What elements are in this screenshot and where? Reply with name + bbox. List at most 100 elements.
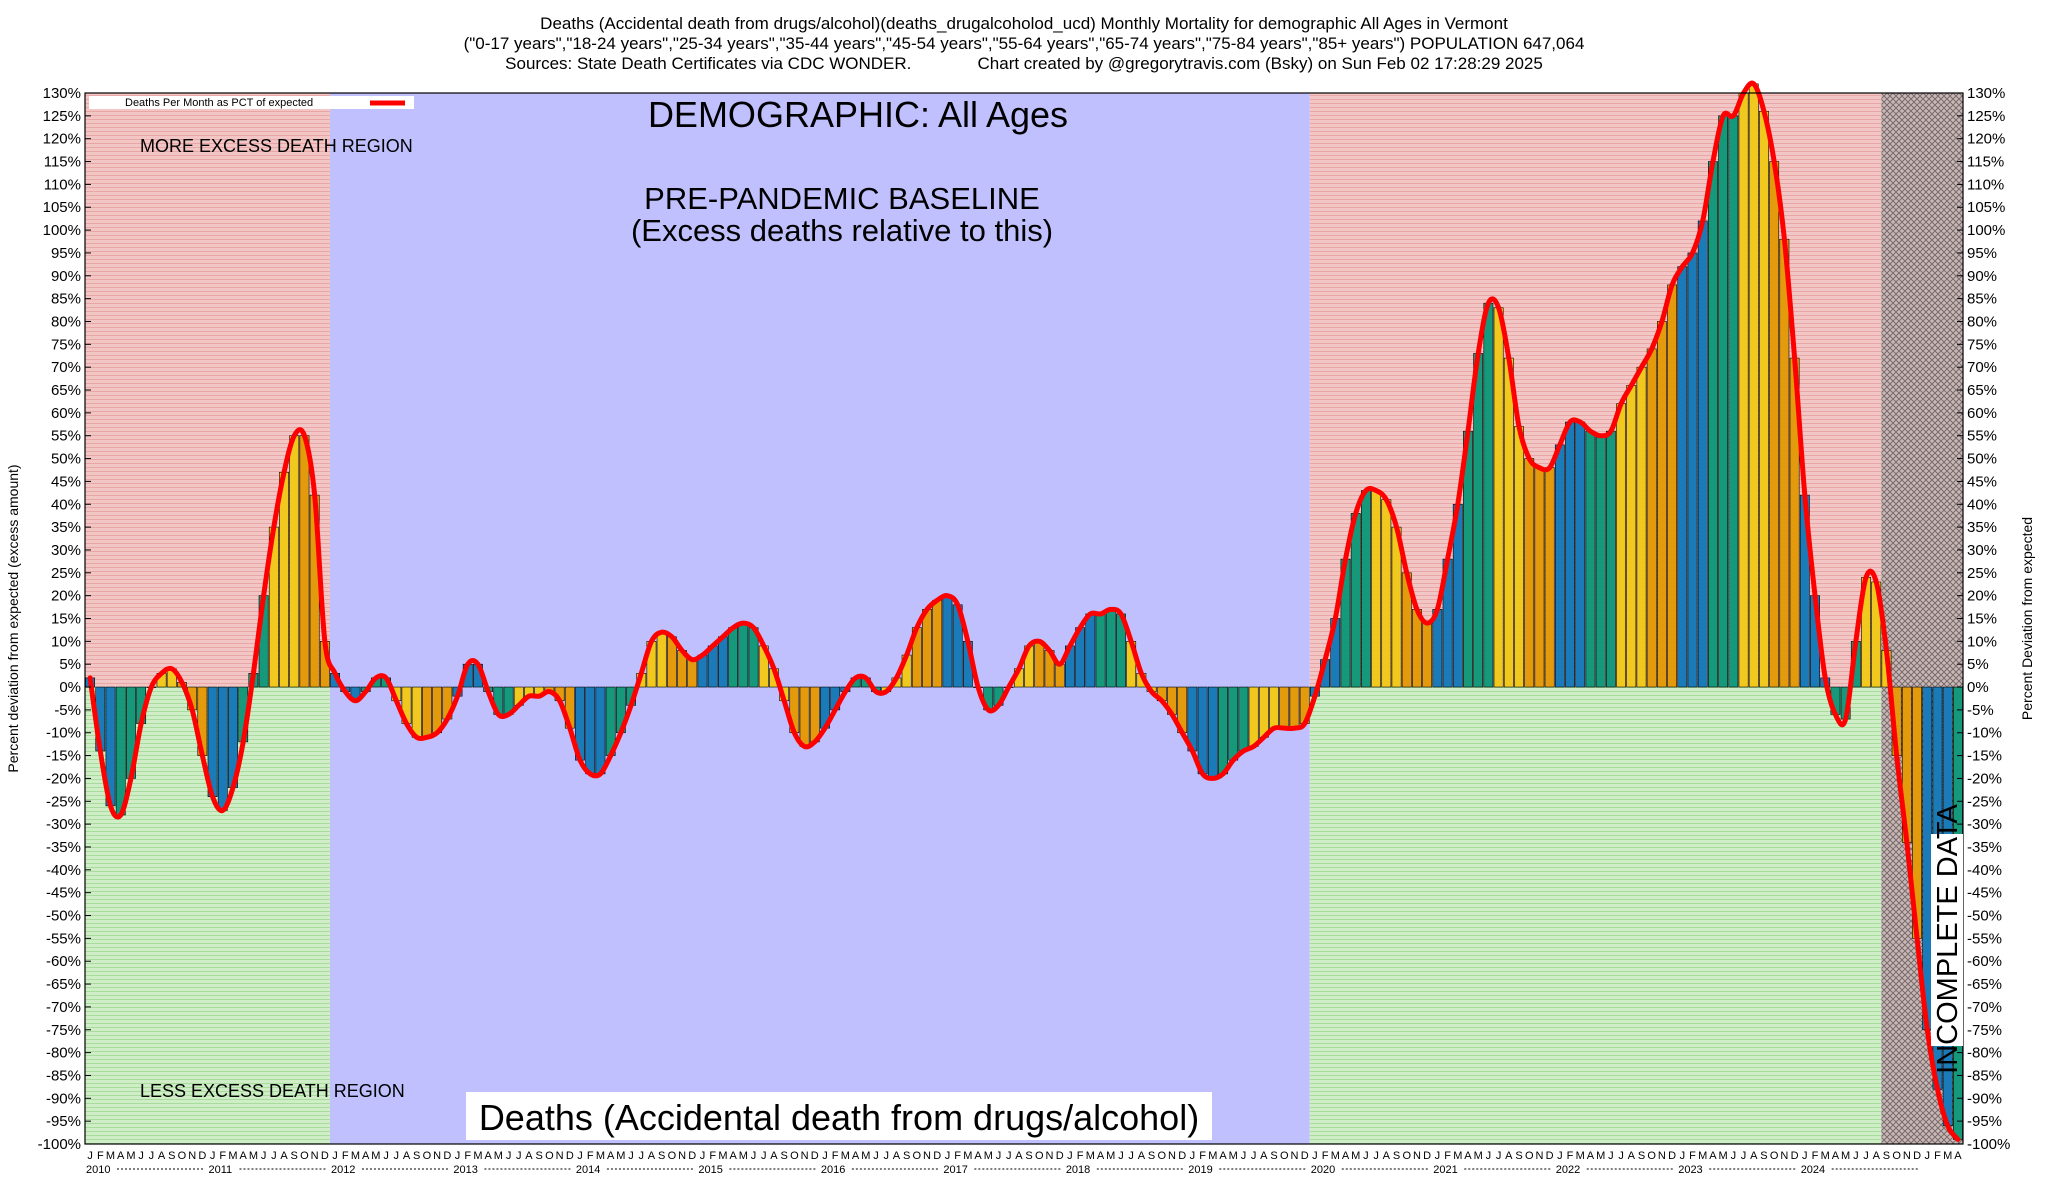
bar — [1514, 426, 1524, 688]
x-tick-label-month: F — [464, 1150, 471, 1162]
x-tick-label-month: N — [1903, 1150, 1911, 1162]
y-tick-label-left: -30% — [46, 816, 81, 833]
y-tick-label-right: -55% — [1967, 930, 2002, 947]
bar — [1544, 467, 1555, 688]
bar — [1657, 321, 1667, 688]
bar — [942, 595, 953, 688]
x-tick-label-month: D — [1056, 1150, 1064, 1162]
x-tick-label-month: N — [1658, 1150, 1666, 1162]
x-tick-label-month: F — [342, 1150, 349, 1162]
y-tick-label-right: 60% — [1967, 405, 1997, 422]
x-tick-label-month: J — [1863, 1150, 1869, 1162]
x-tick-label-month: J — [1006, 1150, 1012, 1162]
bar — [1034, 641, 1045, 688]
bar — [1371, 490, 1382, 688]
bar — [1534, 467, 1545, 688]
x-tick-label-month: S — [1515, 1150, 1522, 1162]
bar — [1207, 686, 1218, 779]
bar — [1575, 421, 1586, 688]
y-tick-label-left: 45% — [51, 473, 81, 490]
x-tick-label-month: A — [1138, 1150, 1146, 1162]
chart-title-line-2: ("0-17 years","18-24 years","25-34 years… — [463, 34, 1585, 53]
x-tick-label-month: A — [648, 1150, 656, 1162]
x-tick-label-year: 2018 — [1066, 1164, 1090, 1176]
bar — [1258, 686, 1269, 738]
bar — [1105, 609, 1116, 688]
bar — [1218, 686, 1228, 775]
y-tick-label-left: 105% — [43, 199, 81, 216]
x-tick-label-month: M — [1841, 1150, 1850, 1162]
x-tick-label-month: J — [1435, 1150, 1441, 1162]
x-tick-label-month: J — [1128, 1150, 1134, 1162]
bar — [1922, 686, 1933, 1031]
x-tick-label-month: A — [852, 1150, 860, 1162]
x-tick-label-month: A — [1750, 1150, 1758, 1162]
bar — [1636, 366, 1647, 688]
x-tick-label-month: S — [1393, 1150, 1400, 1162]
y-tick-label-right: 120% — [1967, 131, 2005, 148]
y-tick-label-right: 40% — [1967, 496, 1997, 513]
y-tick-label-left: 25% — [51, 565, 81, 582]
y-tick-label-right: 0% — [1967, 679, 1989, 696]
x-tick-label-month: J — [1190, 1150, 1196, 1162]
x-tick-label-month: S — [413, 1150, 420, 1162]
x-tick-label-month: D — [321, 1150, 329, 1162]
x-tick-label-month: A — [770, 1150, 778, 1162]
x-tick-label-month: N — [678, 1150, 686, 1162]
y-tick-label-right: -20% — [1967, 770, 2002, 787]
y-tick-label-right: -15% — [1967, 748, 2002, 765]
bar — [1279, 686, 1290, 729]
y-tick-label-right: -80% — [1967, 1045, 2002, 1062]
bar — [1197, 686, 1208, 775]
x-tick-label-year: 2022 — [1556, 1164, 1580, 1176]
x-tick-label-month: O — [790, 1150, 799, 1162]
bar — [687, 659, 698, 688]
y-tick-label-right: 130% — [1967, 85, 2005, 102]
y-tick-label-right: -45% — [1967, 885, 2002, 902]
x-tick-label-month: J — [1251, 1150, 1257, 1162]
x-tick-label-month: D — [1178, 1150, 1186, 1162]
x-tick-label-month: F — [1812, 1150, 1819, 1162]
x-tick-label-month: O — [1402, 1150, 1411, 1162]
bar — [1687, 252, 1698, 688]
x-tick-label-month: J — [261, 1150, 267, 1162]
x-tick-label-month: A — [1873, 1150, 1881, 1162]
x-tick-label-month: A — [484, 1150, 492, 1162]
x-tick-label-month: M — [1208, 1150, 1217, 1162]
x-tick-label-month: A — [1342, 1150, 1350, 1162]
x-tick-label-month: M — [1596, 1150, 1605, 1162]
x-tick-label-month: O — [1035, 1150, 1044, 1162]
x-tick-label-month: N — [801, 1150, 809, 1162]
x-tick-label-month: O — [1158, 1150, 1167, 1162]
y-tick-label-left: -35% — [46, 839, 81, 856]
x-tick-label-month: M — [473, 1150, 482, 1162]
x-tick-label-month: M — [1576, 1150, 1585, 1162]
y-tick-label-left: -75% — [46, 1022, 81, 1039]
x-tick-label-month: J — [1680, 1150, 1686, 1162]
x-tick-label-month: A — [1464, 1150, 1472, 1162]
x-tick-label-month: M — [616, 1150, 625, 1162]
bar — [1565, 421, 1575, 688]
x-tick-label-year: 2024 — [1801, 1164, 1825, 1176]
bar — [1708, 161, 1718, 688]
x-tick-label-month: J — [822, 1150, 828, 1162]
x-tick-label-month: M — [1821, 1150, 1830, 1162]
trend-line — [87, 80, 1961, 1142]
x-tick-label-month: M — [984, 1150, 993, 1162]
x-tick-label-month: M — [249, 1150, 258, 1162]
bottom-label: Deaths (Accidental death from drugs/alco… — [479, 1097, 1199, 1138]
x-tick-label-month: F — [1444, 1150, 1451, 1162]
y-tick-label-right: -90% — [1967, 1090, 2002, 1107]
x-tick-label-month: J — [1496, 1150, 1502, 1162]
y-tick-label-left: 30% — [51, 542, 81, 559]
bar — [1585, 430, 1596, 688]
x-tick-label-month: O — [1525, 1150, 1534, 1162]
x-tick-label-month: J — [628, 1150, 634, 1162]
x-tick-label-month: M — [228, 1150, 237, 1162]
x-tick-label-month: M — [1453, 1150, 1462, 1162]
x-tick-label-month: A — [1219, 1150, 1227, 1162]
x-tick-label-month: N — [188, 1150, 196, 1162]
x-tick-label-month: J — [516, 1150, 522, 1162]
x-tick-label-month: J — [1363, 1150, 1369, 1162]
x-tick-label-month: O — [1892, 1150, 1901, 1162]
